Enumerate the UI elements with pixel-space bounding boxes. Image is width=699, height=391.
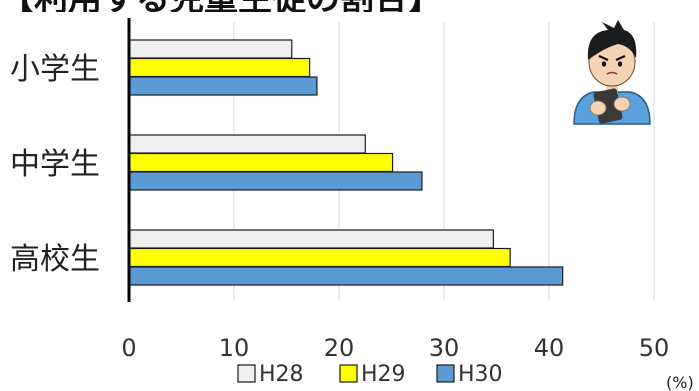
category-label-1: 小学生	[10, 52, 100, 87]
legend-label-H28: H28	[259, 362, 304, 387]
chart-title-area: 【利用する児童生徒の割合】	[0, 0, 699, 12]
x-tick-label-50: 50	[639, 334, 670, 362]
legend-swatch-H30	[436, 364, 455, 383]
category-label-2: 中学生	[10, 147, 100, 182]
x-tick-label-0: 0	[121, 334, 136, 362]
bar-H30-2	[128, 171, 423, 191]
bar-H28-1	[128, 39, 293, 59]
legend-swatch-H29	[339, 364, 358, 383]
x-unit-label: (%)	[666, 373, 694, 391]
category-label-3: 高校生	[10, 242, 100, 277]
bar-H28-2	[128, 134, 366, 154]
x-tick-label-30: 30	[429, 334, 460, 362]
bar-H29-3	[128, 247, 511, 268]
bar-H29-1	[128, 57, 311, 78]
legend: H28 H29 H30	[237, 362, 503, 387]
legend-swatch-H28	[237, 364, 256, 383]
bar-H30-3	[128, 266, 564, 286]
bar-H29-2	[128, 152, 394, 173]
bar-H28-3	[128, 229, 494, 249]
x-tick-labels: 0 10 20 30 40 50	[121, 334, 669, 362]
chart-title: 【利用する児童生徒の割合】	[0, 0, 699, 12]
x-tick-label-40: 40	[534, 334, 565, 362]
bars	[128, 39, 564, 286]
bar-H30-1	[128, 76, 318, 96]
legend-label-H30: H30	[458, 362, 503, 387]
boy-using-smartphone-icon	[573, 20, 651, 125]
x-tick-label-20: 20	[324, 334, 355, 362]
x-tick-label-10: 10	[219, 334, 250, 362]
legend-label-H29: H29	[361, 362, 406, 387]
